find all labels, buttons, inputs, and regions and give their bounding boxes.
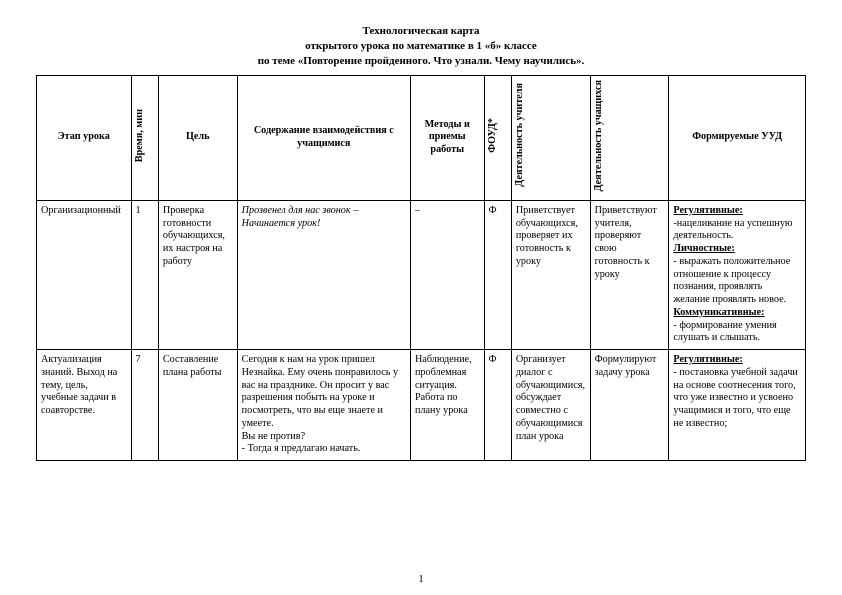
table-row: Актуализация знаний. Выход на тему, цель…: [37, 350, 806, 461]
cell-content: Прозвенел для нас звонок –Начинается уро…: [237, 200, 410, 349]
page-number: 1: [0, 573, 842, 585]
lesson-table: Этап урока Время, мин Цель Содержание вз…: [36, 75, 806, 461]
th-student: Деятельность учащихся: [590, 75, 669, 200]
th-stage: Этап урока: [37, 75, 132, 200]
cell-goal: Проверка готовности обучающихся, их наст…: [158, 200, 237, 349]
cell-teacher: Приветствует обучающихся, проверяет их г…: [511, 200, 590, 349]
cell-content: Сегодня к нам на урок пришел Незнайка. Е…: [237, 350, 410, 461]
cell-time: 7: [131, 350, 158, 461]
cell-methods: –: [410, 200, 484, 349]
header-row: Этап урока Время, мин Цель Содержание вз…: [37, 75, 806, 200]
th-methods: Методы и приемы работы: [410, 75, 484, 200]
cell-foud: Ф: [484, 350, 511, 461]
cell-uud: Регулятивные: -нацеливание на успешную д…: [669, 200, 806, 349]
th-content: Содержание взаимодействия с учащимися: [237, 75, 410, 200]
th-foud: ФОУД*: [484, 75, 511, 200]
th-uud: Формируемые УУД: [669, 75, 806, 200]
cell-goal: Составление плана работы: [158, 350, 237, 461]
cell-teacher: Организует диалог с обучающимися, обсужд…: [511, 350, 590, 461]
title-line-1: Технологическая карта: [36, 24, 806, 39]
cell-foud: Ф: [484, 200, 511, 349]
cell-stage: Актуализация знаний. Выход на тему, цель…: [37, 350, 132, 461]
cell-student: Приветствуют учителя, проверяют свою гот…: [590, 200, 669, 349]
th-goal: Цель: [158, 75, 237, 200]
table-row: Организационный 1 Проверка готовности об…: [37, 200, 806, 349]
cell-student: Формулируют задачу урока: [590, 350, 669, 461]
th-time: Время, мин: [131, 75, 158, 200]
document-page: Технологическая карта открытого урока по…: [0, 0, 842, 461]
cell-time: 1: [131, 200, 158, 349]
cell-uud: Регулятивные: - постановка учебной задач…: [669, 350, 806, 461]
cell-methods: Наблюдение, проблемная ситуация. Работа …: [410, 350, 484, 461]
title-block: Технологическая карта открытого урока по…: [36, 24, 806, 69]
title-line-2: открытого урока по математике в 1 «б» кл…: [36, 39, 806, 54]
title-line-3: по теме «Повторение пройденного. Что узн…: [36, 54, 806, 69]
th-teacher: Деятельность учителя: [511, 75, 590, 200]
cell-stage: Организационный: [37, 200, 132, 349]
